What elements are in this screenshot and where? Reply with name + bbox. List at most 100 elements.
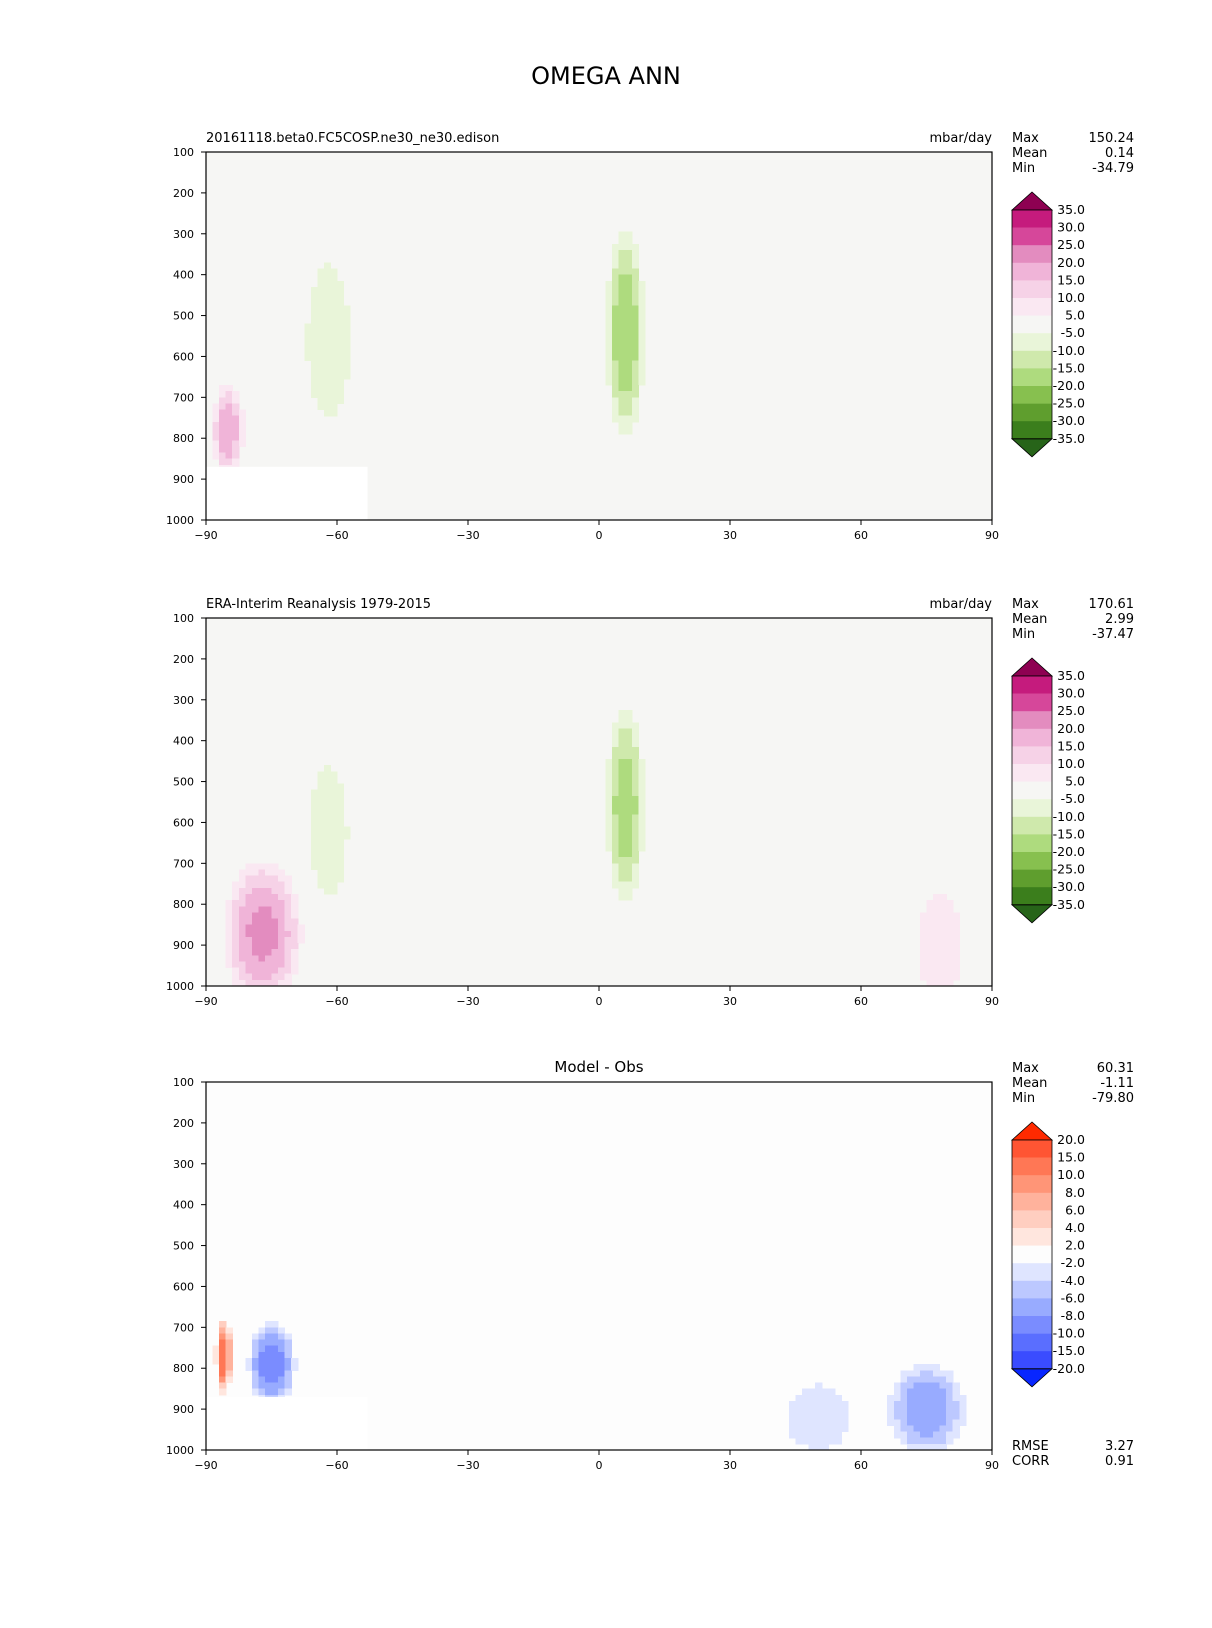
heatmap-cell: [625, 802, 633, 809]
heatmap-cell: [264, 1370, 273, 1377]
heatmap-cell: [900, 1400, 908, 1408]
colorbar-frame: [1011, 675, 1053, 906]
heatmap-cell: [926, 979, 934, 987]
heatmap-cell: [919, 918, 928, 926]
heatmap-cell: [330, 844, 338, 852]
heatmap-cell: [291, 936, 299, 944]
heatmap-cell: [330, 789, 338, 797]
heatmap-cell: [631, 722, 639, 729]
heatmap-cell: [264, 949, 273, 956]
heatmap-cell: [251, 1388, 259, 1396]
heatmap-cell: [284, 979, 292, 987]
heatmap-cell: [264, 961, 273, 969]
heatmap-cell: [330, 385, 338, 392]
heatmap-cell: [612, 722, 620, 729]
heatmap-cell: [278, 973, 286, 981]
heatmap-cell: [638, 299, 646, 306]
heatmap-cell: [330, 274, 338, 282]
heatmap-cell: [933, 930, 941, 938]
heatmap-cell: [625, 851, 633, 858]
heatmap-cell: [893, 1382, 901, 1390]
heatmap-cell: [219, 446, 227, 454]
heatmap-cell: [310, 391, 318, 398]
heatmap-cell: [310, 802, 318, 809]
heatmap-cell: [330, 348, 338, 355]
heatmap-cell: [264, 906, 273, 913]
x-tick-label: 60: [854, 995, 868, 1008]
heatmap-cell: [238, 912, 246, 920]
heatmap-cell: [631, 881, 639, 889]
heatmap-cell: [815, 1394, 823, 1402]
heatmap-cell: [238, 881, 246, 889]
heatmap-cell: [278, 1382, 286, 1390]
heatmap-cell: [913, 1376, 921, 1384]
heatmap-cell: [317, 814, 325, 821]
heatmap-cell: [245, 979, 253, 987]
heatmap-cell: [939, 967, 947, 975]
heatmap-cell: [232, 936, 240, 944]
heatmap-cell: [939, 1437, 947, 1445]
heatmap-cell: [317, 802, 325, 809]
heatmap-cell: [238, 955, 246, 963]
heatmap-cell: [795, 1400, 803, 1408]
heatmap-cell: [612, 305, 620, 313]
heatmap-cell: [612, 329, 620, 337]
colorbar-segment: [1012, 421, 1052, 440]
heatmap-cell: [323, 305, 332, 313]
heatmap-cell: [612, 360, 620, 368]
heatmap-cell: [337, 795, 345, 803]
heatmap-cell: [834, 1400, 842, 1408]
heatmap-cell: [238, 973, 246, 981]
heatmap-cell: [893, 1425, 901, 1433]
heatmap-cell: [323, 826, 332, 834]
colorbar-tick-label: 20.0: [1057, 255, 1085, 270]
heatmap-cell: [317, 863, 325, 871]
heatmap-cell: [638, 286, 646, 294]
heatmap-cell: [618, 838, 626, 846]
heatmap-cell: [952, 1382, 960, 1390]
stats-block: Max 170.61 Mean 2.99 Min -37.47: [1012, 597, 1134, 642]
heatmap-cell: [323, 311, 332, 319]
heatmap-cell: [618, 372, 626, 380]
heatmap-cell: [343, 329, 351, 337]
heatmap-cell: [219, 1333, 227, 1341]
heatmap-cell: [225, 421, 233, 429]
heatmap-cell: [271, 973, 279, 981]
heatmap-cell: [330, 360, 338, 368]
heatmap-cell: [271, 1351, 279, 1359]
heatmap-cell: [310, 329, 318, 337]
heatmap-cell: [841, 1407, 849, 1414]
heatmap-cell: [258, 1345, 266, 1353]
heatmap-cell: [284, 936, 292, 944]
heatmap-cell: [926, 1394, 934, 1402]
heatmap-cell: [323, 802, 332, 809]
heatmap-cell: [939, 961, 947, 969]
heatmap-cell: [219, 1382, 227, 1390]
heatmap-cell: [245, 949, 253, 956]
heatmap-cell: [605, 323, 613, 331]
heatmap-cell: [612, 808, 620, 815]
heatmap-cell: [952, 943, 960, 950]
colorbar-segment: [1012, 728, 1052, 747]
heatmap-cell: [919, 1437, 928, 1445]
heatmap-cell: [219, 428, 227, 435]
heatmap-cell: [323, 795, 332, 803]
heatmap-cell: [310, 299, 318, 306]
heatmap-cell: [278, 900, 286, 907]
heatmap-cell: [304, 342, 312, 349]
heatmap-cell: [939, 1431, 947, 1439]
heatmap-cell: [330, 838, 338, 846]
heatmap-cell: [631, 336, 639, 343]
heatmap-cell: [317, 832, 325, 840]
heatmap-cell: [310, 293, 318, 300]
heatmap-cell: [310, 317, 318, 325]
heatmap-cell: [330, 293, 338, 300]
heatmap-cell: [258, 894, 266, 901]
heatmap-cell: [212, 1345, 220, 1353]
metric-value-rmse: 3.27: [1105, 1439, 1134, 1454]
heatmap-cell: [933, 961, 941, 969]
heatmap-cell: [271, 1339, 279, 1347]
heatmap-cell: [834, 1425, 842, 1433]
heatmap-cell: [258, 1351, 266, 1359]
heatmap-cell: [893, 1419, 901, 1427]
